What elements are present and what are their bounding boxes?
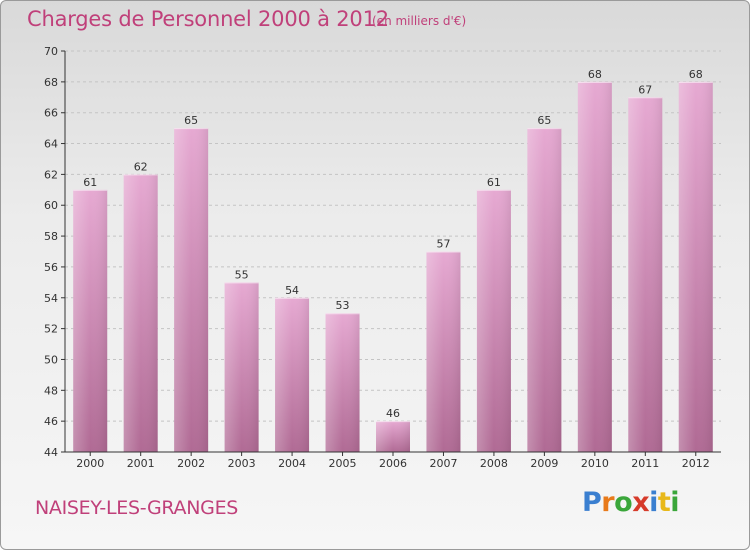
data-label: 61: [83, 176, 97, 189]
data-label: 46: [386, 407, 400, 420]
x-tick-label: 2006: [379, 457, 407, 470]
logo-letter: P: [582, 487, 602, 518]
bar-shine: [527, 128, 562, 452]
y-tick-label: 66: [44, 107, 58, 120]
bar-shine: [224, 282, 259, 452]
x-tick-label: 2007: [429, 457, 457, 470]
logo-letter: i: [649, 487, 658, 518]
data-label: 54: [285, 284, 299, 297]
logo-letter: o: [614, 487, 633, 518]
data-label: 65: [184, 114, 198, 127]
labels: 44 46 48 50 52 54 56 58 60 62 64 66 68 70 61 2000 62 2001…: [44, 45, 710, 470]
x-tick-label: 2001: [127, 457, 155, 470]
data-label: 65: [537, 114, 551, 127]
data-label: 68: [588, 68, 602, 81]
y-tick-label: 48: [44, 384, 58, 397]
logo-letter: r: [601, 487, 615, 518]
logo-letter: i: [670, 487, 680, 518]
x-tick-label: 2000: [76, 457, 104, 470]
x-tick-label: 2005: [329, 457, 357, 470]
y-tick-label: 54: [44, 292, 58, 305]
data-label: 68: [689, 68, 703, 81]
x-tick-label: 2004: [278, 457, 306, 470]
x-tick-label: 2010: [581, 457, 609, 470]
bar-shine: [426, 251, 461, 452]
logo-letter: t: [657, 487, 671, 518]
bar-shine: [123, 174, 158, 452]
y-tick-label: 46: [44, 415, 58, 428]
x-tick-label: 2008: [480, 457, 508, 470]
bar-shine: [678, 81, 713, 452]
bar-shine: [376, 421, 410, 452]
bar-shine: [325, 313, 360, 452]
data-label: 53: [336, 299, 350, 312]
y-tick-label: 58: [44, 230, 58, 243]
bars: [73, 81, 713, 453]
bar-shine: [73, 189, 108, 453]
logo-letter: x: [632, 487, 650, 518]
x-tick-label: 2003: [228, 457, 256, 470]
data-label: 55: [235, 268, 249, 281]
y-tick-label: 60: [44, 199, 58, 212]
y-tick-label: 70: [44, 45, 58, 58]
bar-shine: [275, 297, 310, 452]
x-tick-label: 2012: [682, 457, 710, 470]
data-label: 57: [436, 238, 450, 251]
bar-shine: [476, 189, 511, 453]
x-tick-label: 2009: [530, 457, 558, 470]
commune-name: NAISEY-LES-GRANGES: [35, 497, 239, 519]
data-label: 61: [487, 176, 501, 189]
gridlines: [65, 50, 721, 422]
y-tick-label: 44: [44, 446, 58, 459]
bar-shine: [628, 97, 663, 453]
chart-title: Charges de Personnel 2000 à 2012: [27, 7, 389, 31]
y-tick-label: 56: [44, 261, 58, 274]
x-tick-label: 2002: [177, 457, 205, 470]
axes: [61, 50, 721, 456]
x-tick-label: 2011: [631, 457, 659, 470]
proxiti-logo: Proxiti: [582, 487, 680, 518]
y-tick-label: 52: [44, 323, 58, 336]
y-tick-label: 62: [44, 168, 58, 181]
data-label: 62: [134, 160, 148, 173]
data-label: 67: [638, 83, 652, 96]
y-tick-label: 64: [44, 138, 58, 151]
y-tick-label: 50: [44, 353, 58, 366]
chart-subtitle: (en milliers d'€): [372, 14, 467, 28]
y-tick-label: 68: [44, 76, 58, 89]
bar-shine: [174, 128, 209, 452]
bar-shine: [577, 81, 612, 452]
